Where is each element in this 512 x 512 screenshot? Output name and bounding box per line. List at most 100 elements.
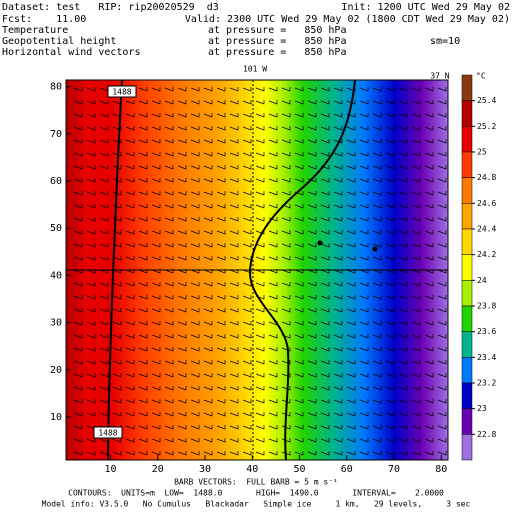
wind-barb (424, 425, 434, 430)
wind-barb (333, 178, 343, 183)
wind-barb (294, 126, 304, 131)
wind-barb (359, 321, 369, 326)
wind-barb (190, 282, 200, 287)
wind-barb (372, 451, 382, 456)
wind-barb (346, 412, 356, 417)
wind-barb (294, 178, 304, 183)
wind-barb (86, 126, 96, 131)
wind-barb (190, 165, 200, 170)
wind-barb (385, 386, 395, 391)
wind-barb (294, 412, 304, 417)
footer-contours: CONTOURS: UNITS=m LOW= 1488.0 HIGH= 1490… (68, 489, 444, 498)
wind-barb (359, 165, 369, 170)
wind-barb (437, 191, 447, 196)
wind-barb (255, 451, 265, 456)
wind-barb (268, 256, 278, 261)
wind-barb (177, 100, 187, 105)
wind-barb (190, 204, 200, 209)
wind-barb (411, 321, 421, 326)
wind-barb (73, 256, 83, 261)
wind-barb (151, 334, 161, 339)
wind-barb (242, 139, 252, 144)
wind-barb (73, 126, 83, 131)
wind-barb (424, 412, 434, 417)
wind-barb (216, 373, 226, 378)
wind-barb (294, 308, 304, 313)
wind-barb (190, 87, 200, 92)
wind-barb (99, 360, 109, 365)
wind-barb (307, 100, 317, 105)
wind-barb (398, 178, 408, 183)
wind-barb (385, 425, 395, 430)
wind-barb (138, 204, 148, 209)
wind-barb (359, 178, 369, 183)
wind-barb (346, 425, 356, 430)
wind-barb (203, 87, 213, 92)
wind-barb (138, 191, 148, 196)
wind-barb (99, 295, 109, 300)
colorbar-unit: °C (476, 72, 486, 81)
wind-barb (229, 217, 239, 222)
wind-barb (424, 347, 434, 352)
wind-barb (307, 360, 317, 365)
wind-barb (242, 100, 252, 105)
wind-barb (411, 282, 421, 287)
wind-barb (398, 295, 408, 300)
wind-barb (216, 308, 226, 313)
wind-barb (411, 334, 421, 339)
wind-barb (125, 373, 135, 378)
wind-barb (424, 373, 434, 378)
wind-barb (411, 217, 421, 222)
init: Init: 1200 UTC Wed 29 May 02 (341, 2, 510, 13)
wind-barb (255, 178, 265, 183)
wind-barb (333, 308, 343, 313)
wind-barb (99, 243, 109, 248)
field-note: sm=10 (430, 36, 460, 47)
wind-barb (229, 113, 239, 118)
wind-barb (203, 191, 213, 196)
wind-barb (138, 126, 148, 131)
wind-barb (112, 282, 122, 287)
wind-barb (294, 204, 304, 209)
wind-barb (255, 126, 265, 131)
wind-barb (138, 347, 148, 352)
wind-barb (99, 230, 109, 235)
wind-barb (242, 152, 252, 157)
wind-barb (151, 347, 161, 352)
colorbar-box (461, 305, 473, 332)
wind-barb (229, 373, 239, 378)
wind-barb (333, 243, 343, 248)
wind-barb (86, 230, 96, 235)
wind-barb (164, 243, 174, 248)
wind-barb (398, 386, 408, 391)
wind-barb (99, 308, 109, 313)
wind-barb (216, 321, 226, 326)
wind-barb (255, 399, 265, 404)
wind-barb (320, 438, 330, 443)
wind-barb (385, 126, 395, 131)
field (66, 80, 448, 460)
wind-barb (437, 360, 447, 365)
colorbar-box (461, 126, 473, 153)
wind-barb (333, 139, 343, 144)
wind-barb (294, 373, 304, 378)
wind-barb (242, 165, 252, 170)
wind-barb (99, 334, 109, 339)
wind-barb (229, 399, 239, 404)
wind-barb (190, 334, 200, 339)
wind-barb (138, 282, 148, 287)
wind-barb (268, 139, 278, 144)
wind-barb (333, 425, 343, 430)
wind-barb (99, 282, 109, 287)
wind-barb (216, 191, 226, 196)
wind-barb (307, 191, 317, 196)
wind-barb (177, 412, 187, 417)
wind-barb (125, 165, 135, 170)
wind-barb (437, 126, 447, 131)
wind-barb (411, 256, 421, 261)
wind-barb (411, 230, 421, 235)
wind-barb (125, 243, 135, 248)
wind-barb (86, 438, 96, 443)
wind-barb (216, 412, 226, 417)
